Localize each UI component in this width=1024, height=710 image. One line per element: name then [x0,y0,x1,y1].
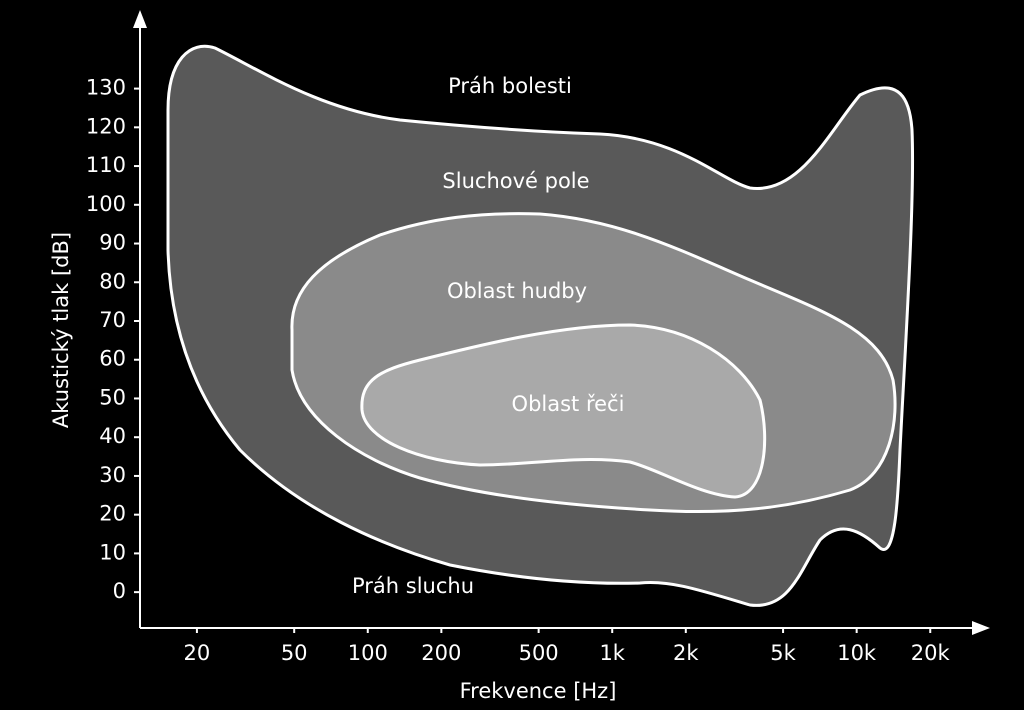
x-tick-label: 100 [348,641,388,665]
y-tick-label: 100 [86,192,126,216]
y-tick-label: 60 [99,347,126,371]
x-axis-arrow [972,621,990,635]
y-tick-label: 30 [99,463,126,487]
y-tick-label: 10 [99,540,126,564]
y-tick-label: 80 [99,269,126,293]
y-tick-label: 110 [86,153,126,177]
y-tick-label: 40 [99,424,126,448]
y-axis-arrow [133,10,147,28]
annotation: Oblast hudby [447,279,587,303]
y-tick-label: 70 [99,308,126,332]
x-axis-label: Frekvence [Hz] [460,679,617,703]
x-tick-label: 2k [673,641,699,665]
x-tick-label: 200 [421,641,461,665]
x-tick-label: 50 [281,641,308,665]
annotation: Sluchové pole [442,169,589,193]
annotation: Práh bolesti [448,74,572,98]
y-axis-label: Akustický tlak [dB] [49,232,73,428]
annotation: Oblast řeči [512,392,625,416]
annotation: Práh sluchu [352,574,474,598]
x-tick-label: 1k [599,641,625,665]
y-tick-label: 130 [86,76,126,100]
x-tick-label: 10k [837,641,877,665]
speech-area [360,323,767,499]
y-tick-label: 120 [86,114,126,138]
x-tick-label: 20k [911,641,951,665]
x-tick-label: 500 [519,641,559,665]
x-tick-label: 5k [770,641,796,665]
x-tick-label: 20 [184,641,211,665]
y-tick-label: 90 [99,231,126,255]
y-tick-label: 50 [99,385,126,409]
y-tick-label: 0 [113,579,126,603]
y-tick-label: 20 [99,502,126,526]
